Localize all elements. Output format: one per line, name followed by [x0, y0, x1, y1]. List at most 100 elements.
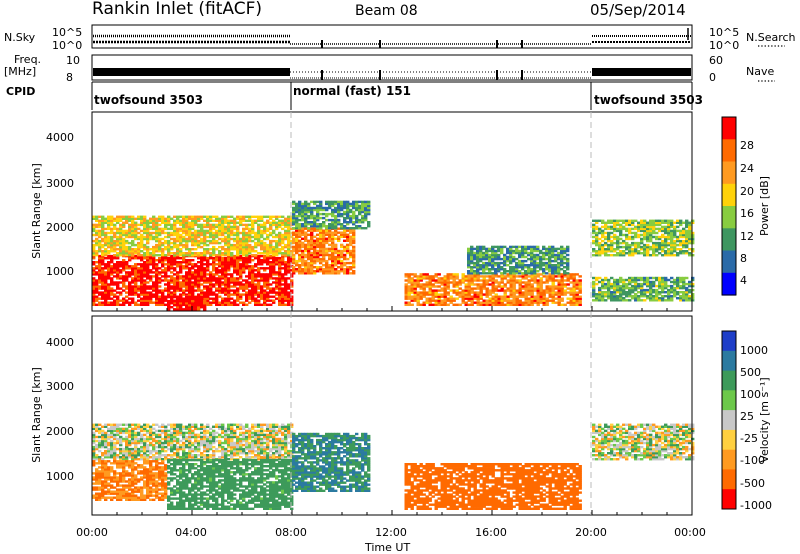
range-gate-cell — [349, 208, 353, 212]
range-gate-cell — [622, 252, 626, 255]
range-gate-cell — [164, 299, 168, 302]
range-gate-cell — [482, 266, 486, 269]
range-gate-cell — [340, 245, 344, 249]
range-gate-cell — [173, 304, 177, 307]
range-gate-cell — [512, 259, 516, 263]
range-gate-cell — [509, 249, 513, 253]
range-gate-cell — [215, 248, 219, 251]
range-gate-cell — [464, 291, 468, 294]
range-gate-cell — [98, 248, 102, 251]
range-gate-cell — [227, 239, 231, 243]
range-gate-cell — [278, 269, 282, 272]
range-gate-cell — [512, 257, 516, 261]
range-gate-cell — [254, 254, 258, 257]
range-gate-cell — [221, 277, 225, 280]
range-gate-cell — [257, 254, 261, 258]
range-gate-cell — [524, 255, 528, 259]
range-gate-cell — [107, 237, 111, 241]
range-gate-cell — [215, 281, 219, 284]
cpid-segment-2: normal (fast) 151 — [293, 84, 412, 98]
range-gate-cell — [443, 283, 447, 286]
range-gate-cell — [230, 279, 234, 282]
range-gate-cell — [655, 221, 659, 224]
range-gate-cell — [242, 252, 246, 255]
range-gate-cell — [284, 265, 288, 268]
range-gate-cell — [604, 248, 608, 251]
range-gate-cell — [224, 225, 228, 229]
range-gate-cell — [212, 285, 216, 288]
range-gate-cell — [248, 273, 252, 276]
range-gate-cell — [125, 245, 129, 249]
range-gate-cell — [107, 301, 111, 304]
range-gate-cell — [482, 303, 486, 306]
range-gate-cell — [104, 291, 108, 294]
range-gate-cell — [203, 229, 207, 233]
range-gate-cell — [476, 264, 480, 267]
range-gate-cell — [251, 229, 255, 233]
range-gate-cell — [607, 248, 611, 251]
range-gate-cell — [215, 223, 219, 227]
range-gate-cell — [295, 208, 299, 212]
range-gate-cell — [512, 287, 516, 290]
range-gate-cell — [167, 293, 171, 296]
range-gate-cell — [640, 282, 644, 286]
range-gate-cell — [116, 219, 120, 222]
range-gate-cell — [352, 253, 356, 257]
range-gate-cell — [125, 271, 129, 274]
range-gate-cell — [500, 295, 504, 298]
range-gate-cell — [185, 241, 189, 245]
range-gate-cell — [197, 308, 201, 311]
range-gate-cell — [655, 297, 659, 300]
range-gate-cell — [104, 250, 108, 253]
range-gate-cell — [167, 304, 171, 307]
range-gate-cell — [188, 267, 192, 270]
range-gate-cell — [316, 253, 320, 257]
range-gate-cell — [322, 208, 326, 212]
range-gate-cell — [407, 289, 411, 292]
range-gate-cell — [443, 301, 447, 304]
range-gate-cell — [164, 241, 168, 245]
range-gate-cell — [536, 299, 540, 302]
range-gate-cell — [269, 217, 273, 220]
range-gate-cell — [251, 291, 255, 294]
range-gate-cell — [622, 233, 626, 237]
range-gate-cell — [533, 247, 537, 251]
range-gate-cell — [607, 225, 611, 229]
range-gate-cell — [215, 235, 219, 239]
range-gate-cell — [613, 227, 617, 231]
range-gate-cell — [134, 273, 138, 276]
range-gate-cell — [637, 250, 641, 253]
range-gate-cell — [197, 252, 201, 255]
range-gate-cell — [485, 272, 489, 275]
range-gate-cell — [170, 275, 174, 278]
range-gate-cell — [167, 217, 171, 220]
range-gate-cell — [470, 287, 474, 290]
range-gate-cell — [530, 287, 534, 290]
range-gate-cell — [197, 285, 201, 288]
range-gate-cell — [188, 297, 192, 301]
range-gate-cell — [209, 287, 213, 290]
range-gate-cell — [670, 223, 674, 227]
range-gate-cell — [281, 227, 285, 231]
range-gate-cell — [595, 295, 599, 298]
range-gate-cell — [322, 233, 326, 236]
range-gate-cell — [134, 279, 138, 282]
range-gate-cell — [191, 277, 195, 280]
range-gate-cell — [92, 252, 96, 255]
range-gate-cell — [128, 297, 132, 300]
range-gate-cell — [245, 219, 249, 222]
range-gate-cell — [218, 221, 222, 224]
range-gate-cell — [566, 264, 570, 267]
range-gate-cell — [164, 227, 168, 231]
range-gate-cell — [200, 215, 204, 218]
range-gate-cell — [194, 231, 198, 235]
range-gate-cell — [682, 235, 686, 239]
range-gate-cell — [625, 291, 629, 294]
range-gate-cell — [455, 283, 459, 286]
range-gate-cell — [604, 295, 608, 298]
region-6 — [404, 273, 582, 306]
range-gate-cell — [485, 266, 489, 269]
range-gate-cell — [649, 233, 653, 237]
range-gate-cell — [131, 243, 135, 247]
range-gate-cell — [425, 273, 429, 276]
